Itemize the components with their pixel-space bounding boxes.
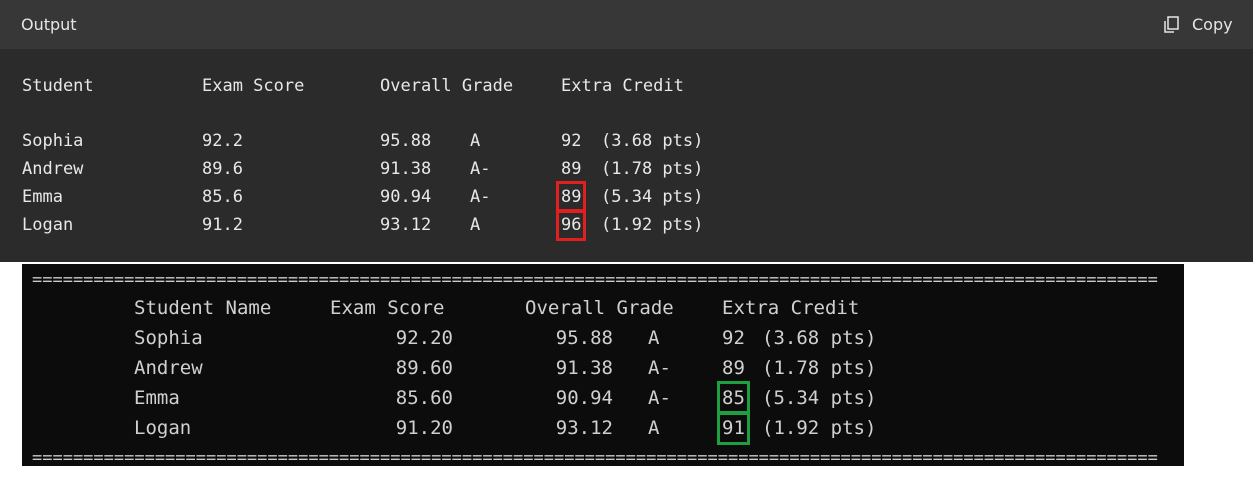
student-cell: Logan [134, 417, 192, 439]
extra-score: 89 [561, 159, 582, 179]
separator: ========================================… [32, 270, 1158, 290]
extra-score: 89 [722, 357, 745, 379]
column-header: Extra Credit [561, 76, 684, 96]
copy-icon[interactable] [1163, 16, 1181, 34]
column-header: Exam Score [330, 297, 445, 319]
extra-points: (3.68 pts) [762, 327, 877, 349]
student-cell: Emma [22, 187, 63, 207]
separator: ========================================… [32, 448, 1158, 467]
overall-cell: 90.94 [380, 187, 432, 207]
grade-cell: A [648, 417, 660, 439]
extra-points: (1.78 pts) [601, 159, 704, 179]
extra-score: 96 [555, 209, 587, 241]
student-cell: Sophia [22, 131, 84, 151]
extra-score: 92 [561, 131, 582, 151]
output-panel: Output Copy Student Exam Score Overall Gra… [0, 0, 1253, 262]
extra-points: (1.92 pts) [601, 215, 704, 235]
student-cell: Emma [134, 387, 180, 409]
exam-cell: 89.60 [395, 357, 453, 379]
grade-cell: A- [648, 357, 671, 379]
extra-score: 92 [722, 327, 745, 349]
exam-cell: 92.20 [395, 327, 453, 349]
overall-cell: 91.38 [555, 357, 613, 379]
terminal-panel: ========================================… [22, 264, 1184, 466]
column-header: Student [22, 76, 94, 96]
column-header: Overall Grade [525, 297, 674, 319]
extra-points: (3.68 pts) [601, 131, 704, 151]
overall-cell: 90.94 [555, 387, 613, 409]
exam-cell: 92.2 [202, 131, 243, 151]
exam-cell: 89.6 [202, 159, 243, 179]
column-header: Overall Grade [380, 76, 514, 96]
overall-cell: 95.88 [555, 327, 613, 349]
exam-cell: 85.6 [202, 187, 243, 207]
student-cell: Sophia [134, 327, 203, 349]
extra-points: (1.78 pts) [762, 357, 877, 379]
overall-cell: 95.88 [380, 131, 432, 151]
overall-cell: 91.38 [380, 159, 432, 179]
extra-points: (5.34 pts) [601, 187, 704, 207]
column-header: Student Name [134, 297, 272, 319]
grade-cell: A- [648, 387, 671, 409]
extra-score: 85 [717, 381, 750, 415]
grade-cell: A [648, 327, 660, 349]
copy-button[interactable]: Copy [1192, 15, 1233, 34]
column-header: Extra Credit [722, 297, 860, 319]
grade-cell: A [470, 131, 481, 151]
overall-cell: 93.12 [380, 215, 432, 235]
output-header [0, 0, 1253, 49]
grade-cell: A- [470, 187, 491, 207]
grade-cell: A- [470, 159, 491, 179]
output-title: Output [21, 15, 77, 34]
student-cell: Andrew [134, 357, 203, 379]
column-header: Exam Score [202, 76, 305, 96]
grade-cell: A [470, 215, 481, 235]
extra-points: (1.92 pts) [762, 417, 877, 439]
student-cell: Logan [22, 215, 74, 235]
student-cell: Andrew [22, 159, 84, 179]
overall-cell: 93.12 [555, 417, 613, 439]
exam-cell: 91.20 [395, 417, 453, 439]
exam-cell: 91.2 [202, 215, 243, 235]
extra-score: 91 [717, 411, 750, 445]
exam-cell: 85.60 [395, 387, 453, 409]
extra-score: 89 [555, 181, 587, 213]
extra-points: (5.34 pts) [762, 387, 877, 409]
